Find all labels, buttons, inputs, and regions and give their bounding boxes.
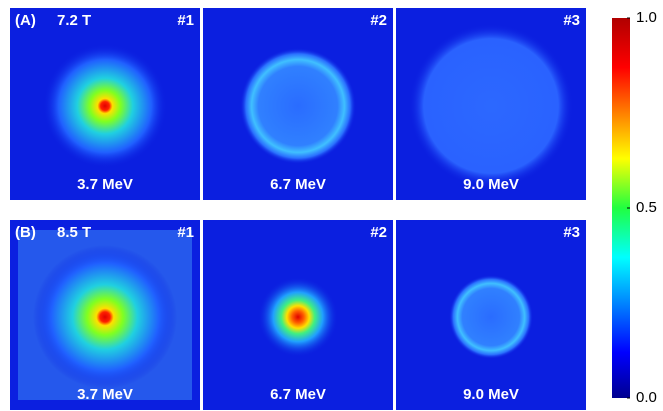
energy-label: 9.0 MeV [463,386,519,403]
energy-label: 3.7 MeV [77,386,133,403]
field-label: 7.2 T [57,12,91,29]
colorbar-tick-label: 0.5 [636,199,657,216]
panel-number: #1 [177,12,194,29]
row-label: (A) [15,12,36,29]
field-label: 8.5 T [57,224,91,241]
beam-profile [33,245,177,389]
energy-label: 3.7 MeV [77,176,133,193]
row-label: (B) [15,224,36,241]
colorbar-tick-label: 0.0 [636,389,657,406]
beam-profile [258,277,338,357]
panel-number: #1 [177,224,194,241]
energy-label: 6.7 MeV [270,386,326,403]
panel-number: #3 [563,224,580,241]
energy-label: 9.0 MeV [463,176,519,193]
beam-profile [449,275,533,359]
colorbar-tick-label: 1.0 [636,9,657,26]
energy-label: 6.7 MeV [270,176,326,193]
beam-profile [409,24,573,188]
panel-number: #3 [563,12,580,29]
panel-number: #2 [370,224,387,241]
figure: #1 3.7 MeV #2 6.7 MeV #3 9.0 MeV (A) 7.2 T #1 3.7… [0,0,663,411]
beam-profile [43,44,167,168]
panel-number: #2 [370,12,387,29]
beam-profile [240,48,356,164]
